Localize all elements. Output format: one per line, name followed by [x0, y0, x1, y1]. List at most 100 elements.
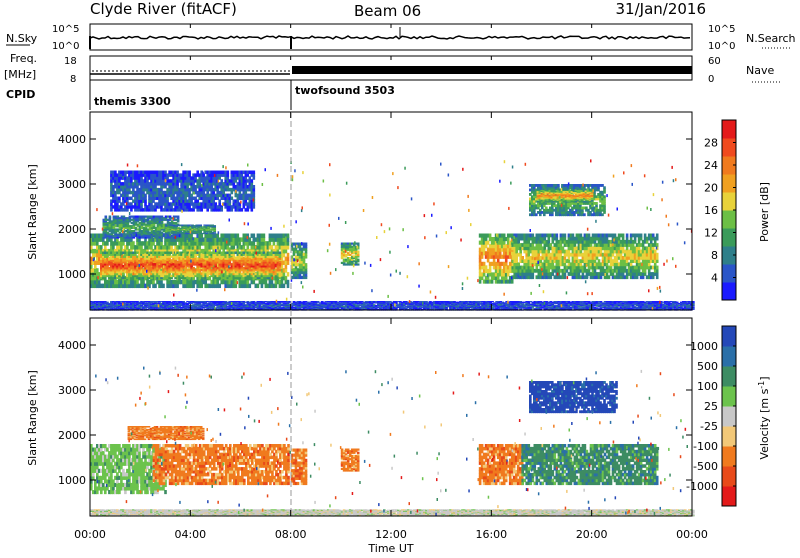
- cpid-mode-themis: themis 3300: [94, 95, 171, 108]
- station-title: Clyde River (fitACF): [90, 0, 237, 18]
- heatmap-cell: [237, 234, 240, 238]
- heatmap-cell: [160, 241, 163, 245]
- nsky-tick-bottom: 10^0: [52, 41, 79, 52]
- heatmap-cell: [227, 245, 230, 249]
- heatmap-cell: [204, 280, 207, 284]
- heatmap-cell: [287, 280, 290, 284]
- heatmap-cell: [279, 252, 282, 255]
- beam-title: Beam 06: [354, 2, 421, 20]
- heatmap-cell: [213, 225, 216, 226]
- heatmap-cell: [485, 265, 488, 269]
- heatmap-cell: [218, 284, 221, 288]
- freq-trace: [90, 66, 692, 74]
- nave-tick-bottom: 0: [708, 74, 714, 85]
- heatmap-cell: [287, 241, 290, 245]
- heatmap-cell: [152, 280, 155, 284]
- heatmap-cell: [167, 233, 170, 234]
- heatmap-cell: [216, 280, 219, 284]
- heatmap-cell: [287, 253, 290, 257]
- heatmap-cell: [233, 245, 236, 249]
- heatmap-cell: [283, 284, 286, 288]
- heatmap-cell: [305, 243, 308, 246]
- heatmap-cell: [285, 268, 288, 272]
- nsearch-tick-bottom: 10^0: [708, 41, 735, 52]
- nsearch-label: N.Search: [746, 32, 796, 45]
- heatmap-cell: [160, 280, 163, 284]
- heatmap-cell: [106, 241, 109, 245]
- heatmap-cell: [285, 249, 288, 253]
- heatmap-cell: [491, 280, 494, 284]
- heatmap-cell: [94, 264, 97, 268]
- heatmap-cell: [253, 185, 256, 188]
- heatmap-cell: [247, 245, 250, 249]
- date-title: 31/Jan/2016: [616, 0, 707, 18]
- heatmap-cell: [100, 245, 103, 249]
- heatmap-cell: [235, 284, 238, 288]
- heatmap-cell: [213, 232, 216, 233]
- heatmap-cell: [273, 241, 276, 245]
- cpid-label: CPID: [6, 88, 35, 101]
- heatmap-cell: [275, 284, 278, 288]
- nsky-tick-top: 10^5: [52, 24, 79, 35]
- nsky-line: [90, 36, 690, 39]
- heatmap-cell: [253, 280, 256, 284]
- heatmap-cell: [287, 257, 290, 261]
- heatmap-cell: [109, 216, 112, 218]
- cpid-mode-twofsound: twofsound 3503: [295, 84, 395, 97]
- heatmap-cell: [98, 280, 101, 284]
- heatmap-cell: [174, 241, 177, 245]
- nave-label: Nave: [746, 64, 774, 77]
- heatmap-cell: [285, 276, 288, 280]
- heatmap-cell: [479, 280, 482, 284]
- freq-tick-top: 18: [64, 56, 77, 67]
- heatmap-cell: [150, 245, 153, 249]
- heatmap-cell: [287, 272, 290, 276]
- heatmap-cell: [556, 234, 559, 238]
- heatmap-cell: [122, 241, 125, 245]
- heatmap-cell: [170, 245, 173, 249]
- heatmap-cell: [253, 171, 256, 174]
- heatmap-cell: [285, 264, 288, 268]
- heatmap-cell: [243, 245, 246, 249]
- heatmap-cell: [622, 234, 625, 238]
- heatmap-cell: [132, 241, 135, 245]
- heatmap-cell: [263, 237, 266, 241]
- heatmap-cell: [283, 253, 286, 257]
- heatmap-cell: [96, 241, 99, 245]
- heatmap-cell: [287, 234, 290, 238]
- heatmap-cell: [198, 245, 201, 249]
- heatmap-cell: [357, 251, 360, 253]
- heatmap-cell: [511, 280, 514, 284]
- heatmap-cell: [283, 272, 286, 276]
- heatmap-cell: [112, 245, 115, 249]
- heatmap-cell: [200, 284, 203, 288]
- heatmap-cell: [269, 241, 272, 245]
- heatmap-cell: [176, 284, 179, 288]
- nsky-label: N.Sky: [6, 32, 38, 45]
- heatmap-cell: [243, 252, 246, 255]
- heatmap-cell: [564, 234, 567, 238]
- heatmap-cell: [249, 237, 252, 241]
- heatmap-cell: [357, 259, 360, 261]
- heatmap-cell: [136, 280, 139, 284]
- heatmap-cell: [253, 234, 256, 238]
- heatmap-cell: [120, 245, 123, 249]
- nsky-trace: [90, 27, 690, 49]
- heatmap-cell: [247, 280, 250, 284]
- heatmap-cell: [188, 171, 191, 174]
- heatmap-cell: [100, 234, 103, 238]
- heatmap-cell: [142, 280, 145, 284]
- heatmap-cell: [265, 280, 268, 284]
- heatmap-cell: [140, 245, 143, 249]
- heatmap-cell: [105, 216, 108, 218]
- heatmap-cell: [253, 241, 256, 245]
- heatmap-cell: [96, 268, 99, 272]
- heatmap-cell: [104, 245, 107, 249]
- heatmap-cell: [626, 234, 629, 238]
- freq-label: Freq.: [10, 52, 37, 65]
- heatmap-cell: [279, 269, 282, 272]
- heatmap-cell: [126, 245, 129, 249]
- heatmap-cell: [200, 234, 203, 238]
- heatmap-cell: [357, 263, 360, 265]
